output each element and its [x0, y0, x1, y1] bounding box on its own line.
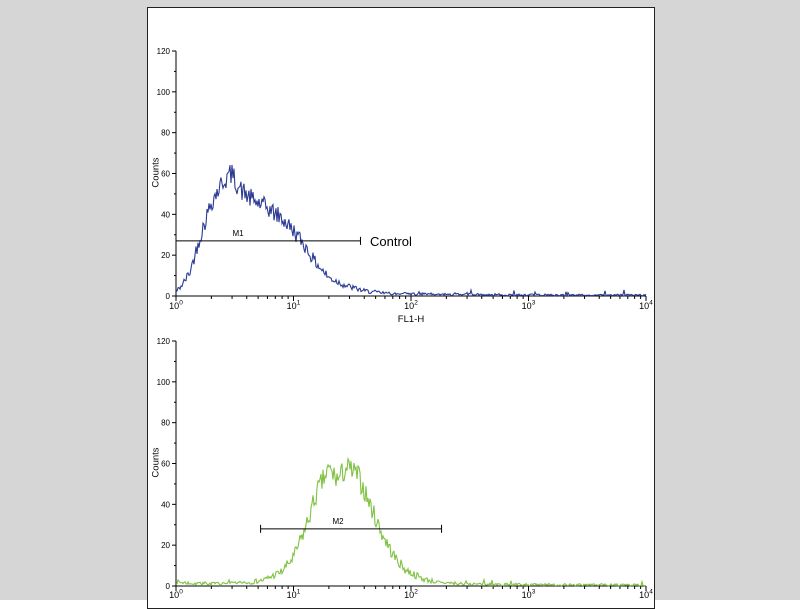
svg-text:80: 80	[161, 419, 170, 428]
svg-text:103: 103	[522, 589, 536, 601]
svg-text:104: 104	[639, 589, 653, 601]
svg-text:100: 100	[157, 378, 171, 387]
marker-m2-label: M2	[324, 517, 352, 526]
svg-text:80: 80	[161, 129, 170, 138]
svg-text:20: 20	[161, 541, 170, 550]
svg-text:101: 101	[287, 589, 301, 601]
svg-text:100: 100	[157, 88, 171, 97]
svg-text:120: 120	[157, 337, 171, 346]
svg-text:100: 100	[169, 589, 183, 601]
svg-text:102: 102	[404, 589, 418, 601]
svg-text:60: 60	[161, 170, 170, 179]
svg-text:40: 40	[161, 500, 170, 509]
svg-text:40: 40	[161, 210, 170, 219]
svg-text:100: 100	[169, 300, 183, 312]
svg-text:60: 60	[161, 460, 170, 469]
control-annotation: Control	[370, 234, 412, 249]
svg-text:104: 104	[639, 300, 653, 312]
svg-text:101: 101	[287, 300, 301, 312]
bottom-y-axis-label: Counts	[151, 433, 162, 493]
top-x-axis-label: FL1-H	[371, 314, 451, 325]
svg-text:103: 103	[522, 300, 536, 312]
svg-text:102: 102	[404, 300, 418, 312]
marker-m1-label: M1	[224, 229, 252, 238]
svg-text:120: 120	[157, 47, 171, 56]
top-y-axis-label: Counts	[151, 143, 162, 203]
svg-text:20: 20	[161, 251, 170, 260]
svg-text:0: 0	[166, 292, 171, 301]
